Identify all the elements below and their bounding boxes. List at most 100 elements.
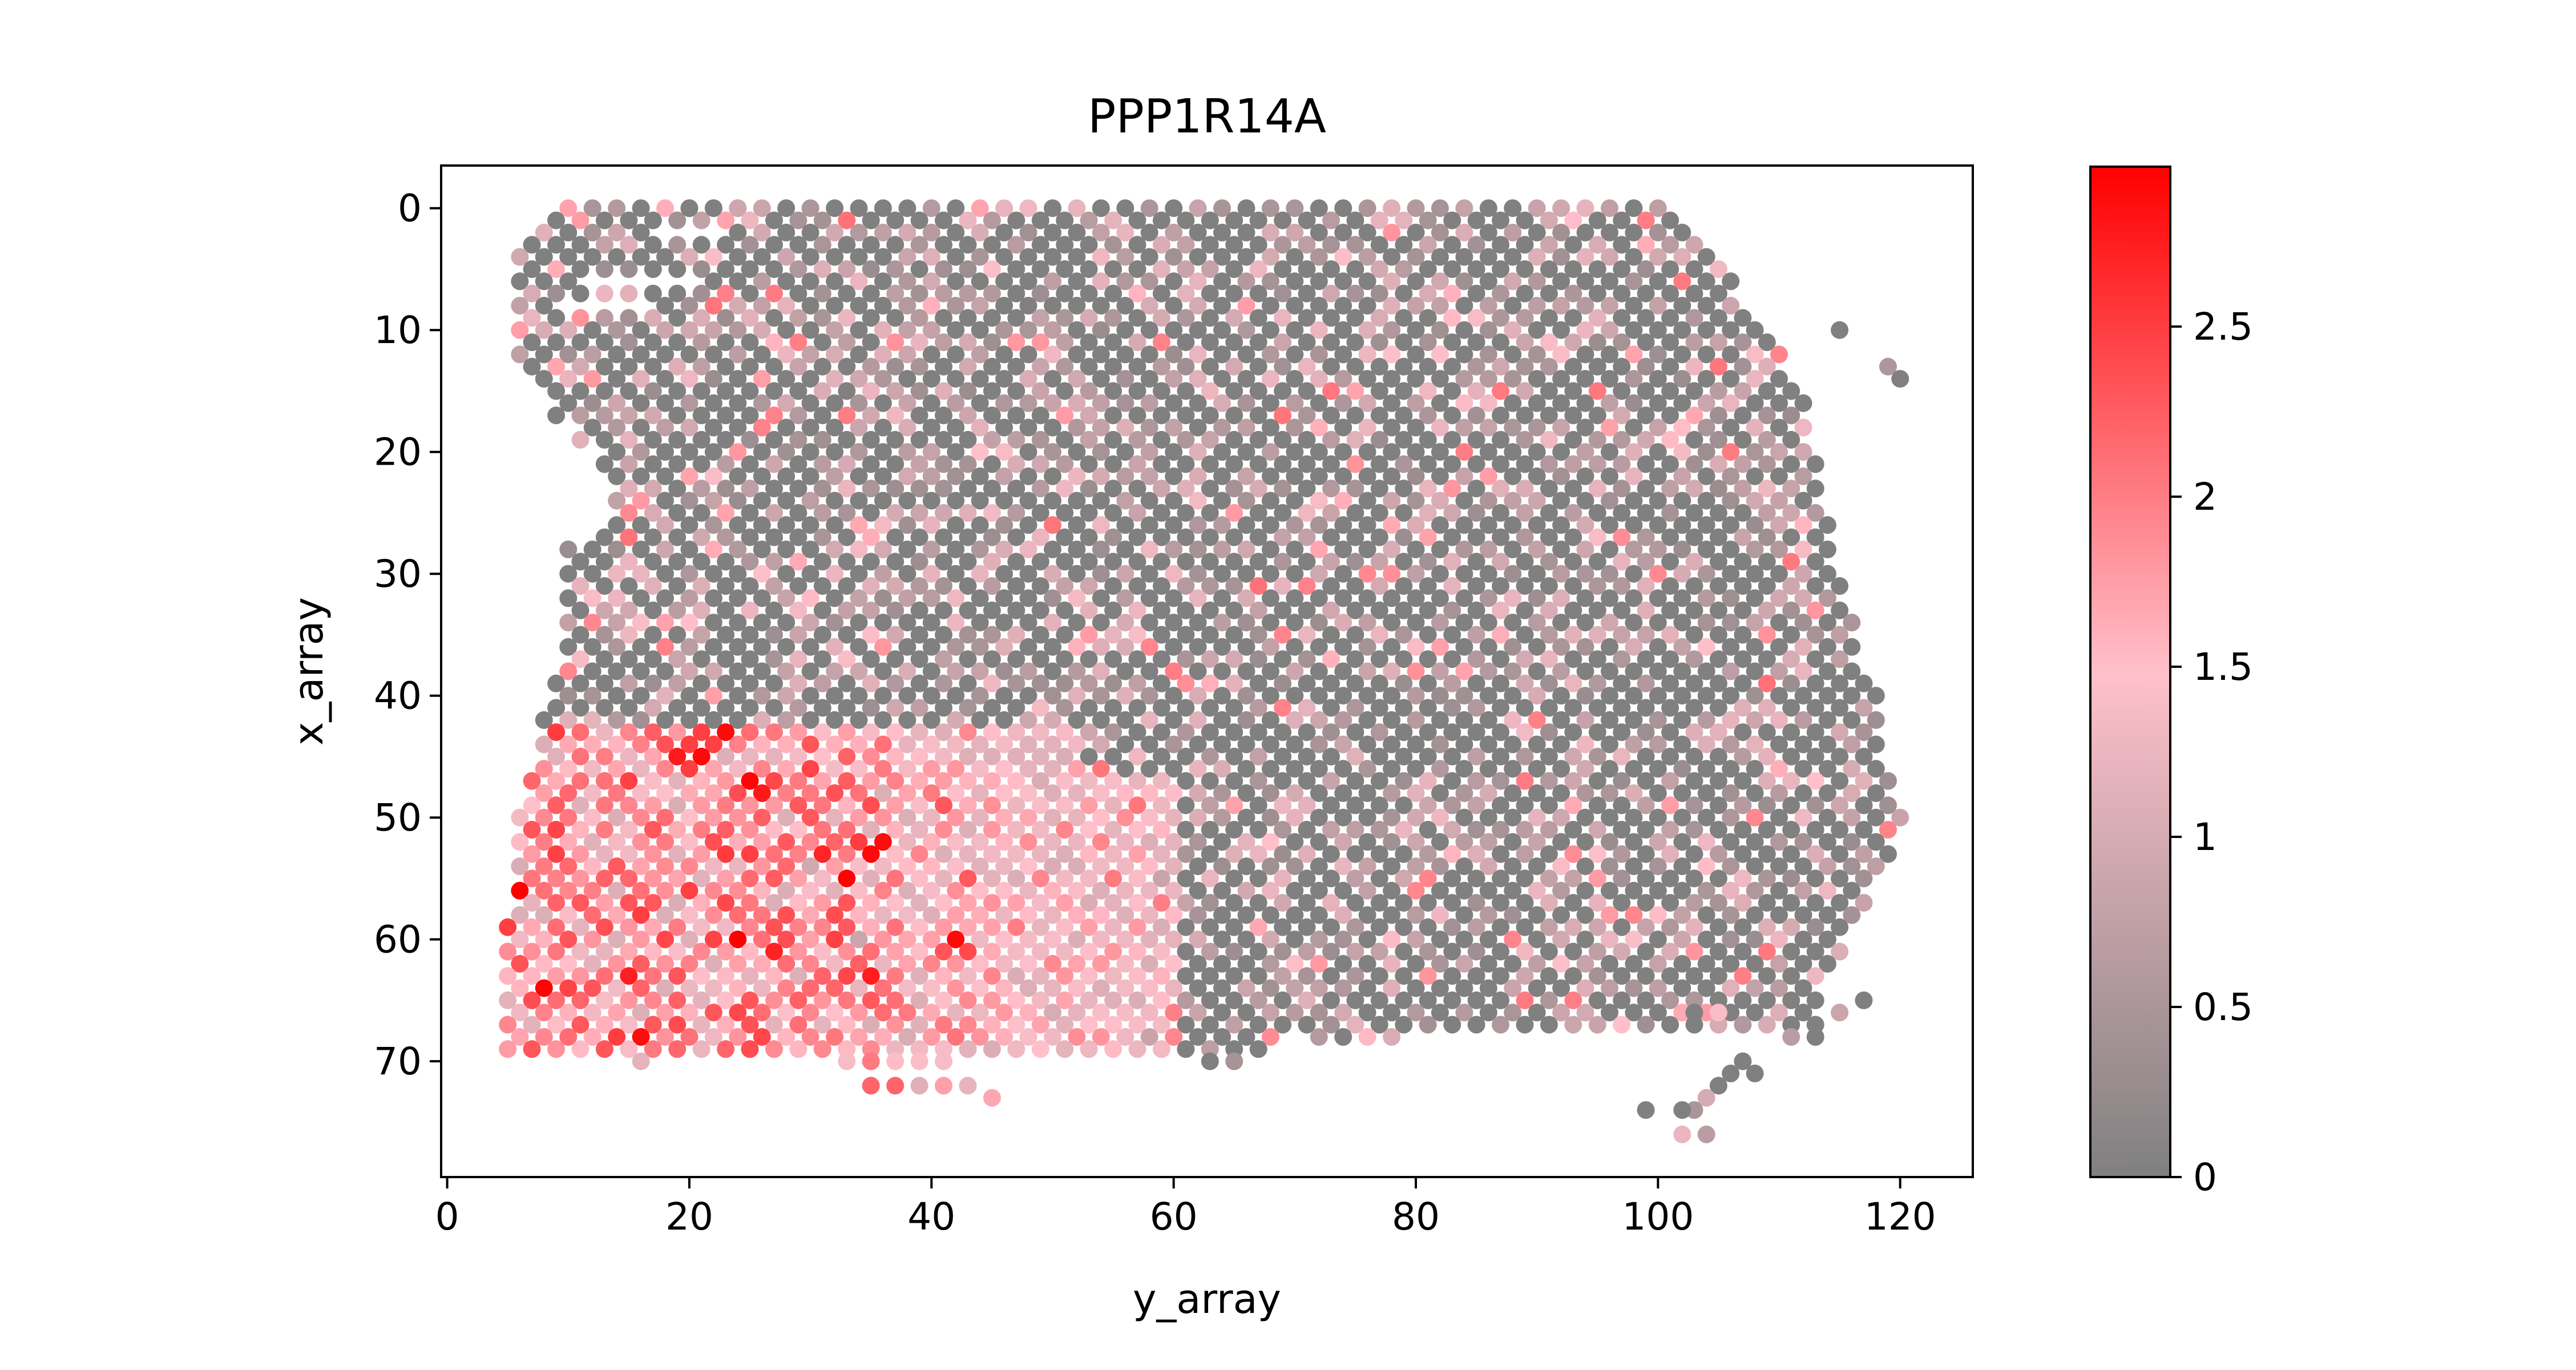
scatter-point xyxy=(1261,711,1279,729)
scatter-point xyxy=(1177,211,1195,229)
scatter-point xyxy=(1165,906,1183,924)
scatter-point xyxy=(1770,784,1788,802)
scatter-point xyxy=(668,723,687,742)
scatter-point xyxy=(535,735,553,754)
scatter-point xyxy=(826,565,844,583)
scatter-point xyxy=(826,687,844,705)
scatter-point xyxy=(608,491,626,510)
scatter-point xyxy=(1540,1016,1558,1034)
scatter-point xyxy=(910,723,928,742)
scatter-point xyxy=(1225,1040,1243,1058)
scatter-point xyxy=(1734,430,1752,449)
scatter-point xyxy=(1661,894,1679,912)
scatter-point xyxy=(1322,577,1340,595)
scatter-point xyxy=(1443,480,1461,498)
scatter-point xyxy=(1818,735,1836,754)
scatter-point xyxy=(1770,711,1788,729)
scatter-point xyxy=(511,297,529,315)
scatter-point xyxy=(1177,382,1195,400)
scatter-point xyxy=(1673,662,1691,680)
scatter-point xyxy=(1116,443,1134,461)
scatter-point xyxy=(547,236,566,254)
scatter-point xyxy=(1249,211,1267,229)
scatter-point xyxy=(1685,382,1703,400)
scatter-point xyxy=(789,869,807,888)
scatter-point xyxy=(535,760,553,778)
scatter-point xyxy=(1116,711,1134,729)
scatter-point xyxy=(1492,333,1509,352)
scatter-point xyxy=(1140,516,1158,534)
scatter-point xyxy=(656,516,674,534)
scatter-point xyxy=(1298,1016,1316,1034)
scatter-point xyxy=(1007,991,1025,1009)
scatter-point xyxy=(1613,845,1631,863)
scatter-point xyxy=(1504,857,1522,876)
scatter-point xyxy=(1709,894,1727,912)
scatter-point xyxy=(1249,699,1267,717)
scatter-point xyxy=(1697,248,1715,266)
scatter-point xyxy=(1540,406,1558,425)
scatter-point xyxy=(1746,906,1764,924)
scatter-point xyxy=(862,894,880,912)
scatter-point xyxy=(838,504,856,522)
scatter-point xyxy=(983,869,1001,888)
scatter-point xyxy=(692,357,710,376)
scatter-point xyxy=(1782,918,1800,936)
scatter-point xyxy=(1467,894,1485,912)
scatter-point xyxy=(922,491,940,510)
scatter-point xyxy=(1588,553,1606,571)
scatter-point xyxy=(1019,589,1037,607)
scatter-point xyxy=(1443,650,1461,668)
scatter-point xyxy=(1588,626,1606,644)
scatter-point xyxy=(1516,991,1534,1009)
scatter-point xyxy=(741,626,759,644)
scatter-point xyxy=(1467,796,1485,815)
scatter-point xyxy=(680,418,698,437)
scatter-point xyxy=(595,382,613,400)
scatter-point xyxy=(1140,784,1158,802)
scatter-point xyxy=(1576,833,1594,851)
scatter-point xyxy=(1370,309,1388,327)
scatter-point xyxy=(753,394,771,412)
scatter-point xyxy=(1492,260,1509,278)
scatter-point xyxy=(717,577,735,595)
scatter-point xyxy=(1261,394,1279,412)
scatter-point xyxy=(1310,662,1328,680)
scatter-point xyxy=(1782,1028,1800,1046)
scatter-point xyxy=(1249,504,1267,522)
scatter-point xyxy=(1443,382,1461,400)
scatter-point xyxy=(1407,687,1425,705)
scatter-point xyxy=(1298,894,1316,912)
scatter-point xyxy=(1019,711,1037,729)
scatter-point xyxy=(1746,760,1764,778)
scatter-point xyxy=(1637,357,1655,376)
scatter-point xyxy=(971,1028,989,1046)
scatter-point xyxy=(1044,906,1061,924)
scatter-point xyxy=(983,967,1001,985)
scatter-point xyxy=(1818,954,1836,973)
scatter-point xyxy=(1092,394,1110,412)
scatter-point xyxy=(1407,589,1425,607)
scatter-point xyxy=(1467,967,1485,985)
scatter-point xyxy=(1007,699,1025,717)
scatter-point xyxy=(995,516,1014,534)
scatter-point xyxy=(1407,491,1425,510)
scatter-point xyxy=(753,1028,771,1046)
scatter-point xyxy=(1395,723,1413,742)
scatter-point xyxy=(1056,577,1074,595)
scatter-point xyxy=(1007,430,1025,449)
scatter-point xyxy=(717,942,735,961)
scatter-point xyxy=(1358,662,1376,680)
scatter-point xyxy=(1068,223,1086,241)
scatter-point xyxy=(1516,480,1534,498)
scatter-point xyxy=(1770,760,1788,778)
scatter-point xyxy=(1831,747,1849,765)
scatter-point xyxy=(632,954,650,973)
scatter-point xyxy=(1298,723,1316,742)
scatter-point xyxy=(1661,382,1679,400)
scatter-point xyxy=(765,211,783,229)
scatter-point xyxy=(692,723,710,742)
scatter-point xyxy=(1734,699,1752,717)
scatter-point xyxy=(935,528,952,546)
scatter-point xyxy=(1358,199,1376,217)
